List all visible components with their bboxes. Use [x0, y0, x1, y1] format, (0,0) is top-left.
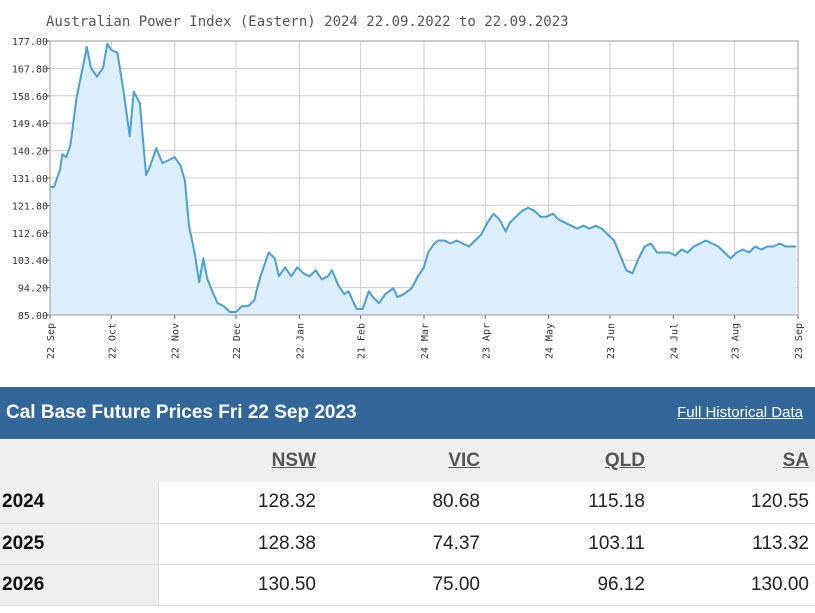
column-header-vic[interactable]: VIC — [322, 439, 486, 482]
price-cell: 80.68 — [322, 482, 486, 524]
x-tick-label: 22 Oct — [107, 323, 118, 359]
row-year: 2024 — [0, 482, 159, 524]
price-cell: 128.38 — [158, 523, 322, 565]
plot-border — [49, 40, 799, 316]
future-prices-panel: Cal Base Future Prices Fri 22 Sep 2023 F… — [0, 387, 815, 613]
column-header-nsw[interactable]: NSW — [158, 439, 322, 482]
column-header-link[interactable]: NSW — [271, 449, 316, 471]
column-header-link[interactable]: SA — [782, 449, 809, 471]
price-cell: 113.32 — [651, 523, 815, 565]
y-tick-label: 112.60 — [12, 229, 48, 240]
y-tick-label: 85.00 — [18, 311, 48, 322]
y-tick-label: 158.60 — [12, 92, 48, 103]
series-area — [50, 44, 796, 315]
row-year: 2026 — [0, 564, 159, 606]
y-tick-label: 140.20 — [12, 147, 48, 158]
x-tick-label: 24 May — [545, 323, 556, 359]
x-tick-label: 22 Sep — [46, 323, 57, 359]
price-cell: 115.18 — [486, 482, 651, 524]
panel-title: Cal Base Future Prices Fri 22 Sep 2023 — [6, 402, 357, 423]
column-header-sa[interactable]: SA — [651, 439, 815, 482]
column-header-qld[interactable]: QLD — [486, 439, 651, 482]
x-tick-label: 21 Feb — [357, 323, 368, 359]
x-tick-label: 22 Jan — [295, 323, 306, 359]
x-tick-label: 24 Mar — [420, 323, 431, 359]
y-tick-label: 121.80 — [12, 201, 48, 212]
prices-table: NSW VIC QLD SA 2024 128.32 80.68 115.18 … — [0, 439, 815, 606]
series-line — [50, 43, 796, 313]
price-cell: 130.50 — [158, 564, 322, 606]
table-row: 2025 128.38 74.37 103.11 113.32 — [0, 523, 815, 565]
price-cell: 96.12 — [486, 564, 651, 606]
y-tick-label: 103.40 — [12, 256, 48, 267]
y-tick-label: 177.00 — [12, 37, 48, 48]
price-cell: 74.37 — [322, 523, 486, 565]
table-header-row: NSW VIC QLD SA — [0, 439, 815, 482]
column-header-link[interactable]: VIC — [448, 449, 480, 471]
x-tick-label: 23 Apr — [481, 323, 492, 359]
full-historical-data-link[interactable]: Full Historical Data — [677, 404, 803, 421]
x-tick-label: 23 Aug — [731, 323, 742, 359]
y-tick-label: 131.00 — [12, 174, 48, 185]
column-header-link[interactable]: QLD — [604, 449, 645, 471]
chart-title: Australian Power Index (Eastern) 2024 22… — [46, 14, 569, 30]
table-row: 2024 128.32 80.68 115.18 120.55 — [0, 482, 815, 524]
price-chart-svg: 177.00 167.80 158.60 149.40 140.20 131.00 121.… — [12, 14, 805, 359]
corner-cell — [0, 439, 158, 482]
y-tick-label: 149.40 — [12, 119, 48, 130]
price-cell: 75.00 — [322, 564, 486, 606]
price-cell: 128.32 — [158, 482, 322, 524]
row-year: 2025 — [0, 523, 159, 565]
price-cell: 120.55 — [651, 482, 815, 524]
x-tick-label: 23 Jun — [606, 323, 617, 359]
panel-header: Cal Base Future Prices Fri 22 Sep 2023 F… — [0, 387, 815, 439]
y-tick-label: 94.20 — [18, 284, 48, 295]
table-row: 2026 130.50 75.00 96.12 130.00 — [0, 564, 815, 606]
x-tick-label: 23 Sep — [794, 323, 805, 359]
y-tick-label: 167.80 — [12, 64, 48, 75]
price-cell: 130.00 — [651, 564, 815, 606]
price-chart: 177.00 167.80 158.60 149.40 140.20 131.00 121.… — [11, 14, 805, 360]
x-tick-label: 22 Nov — [171, 323, 182, 359]
price-cell: 103.11 — [486, 523, 651, 565]
x-tick-label: 24 Jul — [669, 323, 680, 359]
x-tick-label: 22 Dec — [232, 323, 243, 359]
